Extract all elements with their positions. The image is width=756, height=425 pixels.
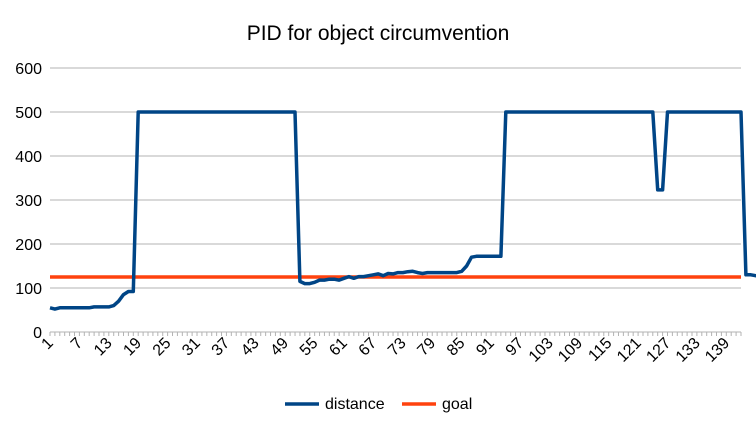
y-axis-tick-labels: 0 100 200 300 400 500 600 bbox=[15, 61, 42, 342]
x-tick-label: 1 bbox=[39, 335, 57, 353]
chart-title: PID for object circumvention bbox=[247, 22, 510, 45]
x-tick-label: 67 bbox=[356, 335, 381, 360]
x-tick-label: 91 bbox=[473, 335, 498, 360]
x-tick-label: 25 bbox=[150, 335, 175, 360]
x-tick-label: 97 bbox=[503, 335, 528, 360]
legend-goal-label: goal bbox=[442, 396, 472, 413]
x-tick-label: 61 bbox=[326, 335, 351, 360]
grid-lines bbox=[50, 67, 741, 333]
x-tick-label: 79 bbox=[414, 335, 439, 360]
x-tick-label: 139 bbox=[702, 335, 733, 366]
y-tick-label: 500 bbox=[15, 105, 42, 122]
x-tick-label: 73 bbox=[385, 335, 410, 360]
x-tick-label: 19 bbox=[120, 335, 145, 360]
x-tick-label: 115 bbox=[585, 335, 615, 365]
x-tick-label: 121 bbox=[614, 335, 645, 366]
x-tick-label: 133 bbox=[673, 335, 704, 366]
y-tick-label: 100 bbox=[15, 281, 42, 298]
x-tick-label: 43 bbox=[238, 335, 263, 360]
x-tick-label: 37 bbox=[209, 335, 234, 360]
legend-distance-label: distance bbox=[325, 396, 385, 413]
y-tick-label: 0 bbox=[33, 325, 42, 342]
y-tick-label: 300 bbox=[15, 193, 42, 210]
y-tick-label: 400 bbox=[15, 149, 42, 166]
x-tick-label: 31 bbox=[179, 335, 204, 360]
x-tick-label: 127 bbox=[643, 335, 674, 366]
x-tick-label: 103 bbox=[526, 335, 557, 366]
x-tick-label: 109 bbox=[555, 335, 586, 366]
x-tick-label: 7 bbox=[68, 335, 86, 353]
legend: distance goal bbox=[285, 396, 472, 413]
x-tick-label: 13 bbox=[91, 335, 116, 360]
distance-line bbox=[49, 110, 756, 311]
x-tick-label: 49 bbox=[267, 335, 292, 360]
x-tick-label: 85 bbox=[444, 335, 469, 360]
y-tick-label: 200 bbox=[15, 237, 42, 254]
x-tick-label: 55 bbox=[297, 335, 322, 360]
plot-area bbox=[49, 110, 756, 311]
y-tick-label: 600 bbox=[15, 61, 42, 78]
